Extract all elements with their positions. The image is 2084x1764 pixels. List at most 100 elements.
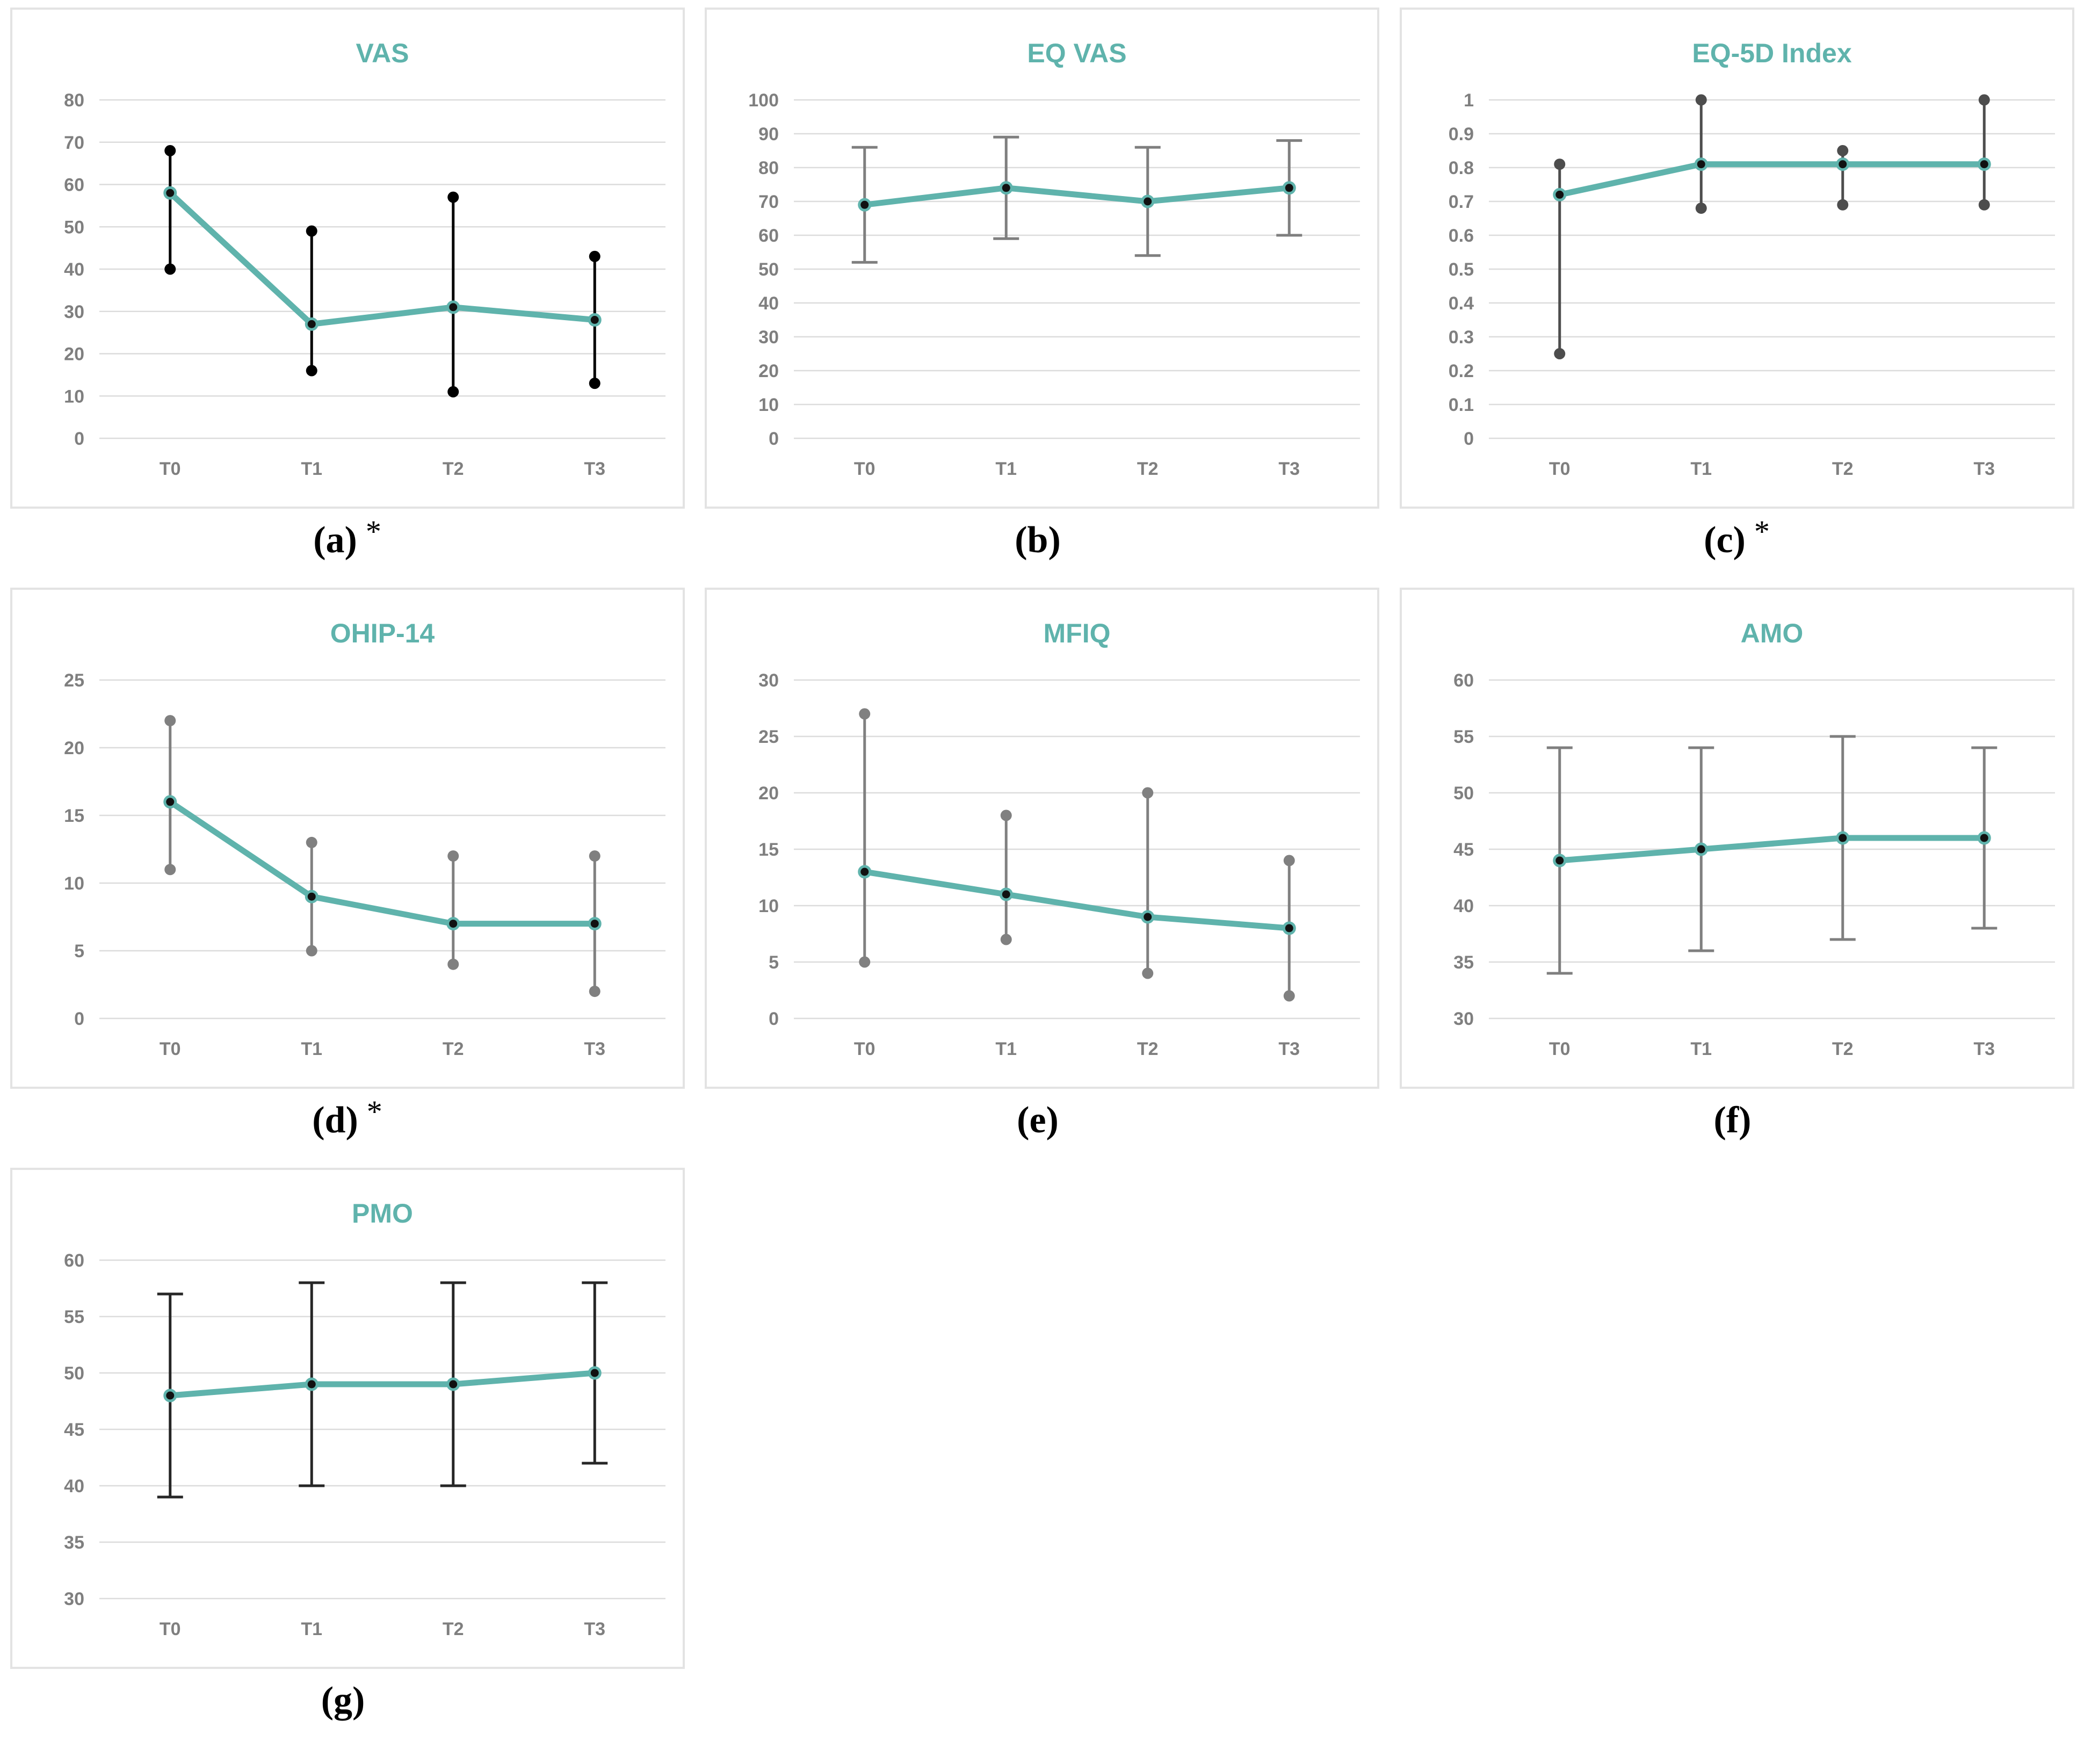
y-tick-label: 70 [758,192,779,212]
y-tick-label: 60 [64,175,84,196]
caption-g-letter: (g) [321,1680,365,1721]
error-dot-top [1695,94,1707,106]
y-tick-label: 20 [64,344,84,365]
x-tick-label: T2 [442,1619,464,1639]
caption-b-letter: (b) [1015,519,1061,561]
x-tick-label: T3 [584,1619,605,1639]
error-dot-top [589,250,600,262]
error-dot-top [447,850,459,862]
y-tick-label: 0.6 [1448,226,1473,246]
error-dot-top [859,708,871,720]
y-tick-label: 40 [1453,896,1474,916]
mfiq-line-chart: MFIQ 0 5 10 15 20 25 30 T0 T1 T2 T3 [758,618,1360,1059]
error-dot-bottom [447,958,459,970]
y-tick-label: 60 [1453,670,1474,691]
y-tick-label: 55 [64,1307,84,1327]
data-point [1694,842,1708,856]
data-point [1835,157,1849,171]
y-tick-label: 0.4 [1448,293,1473,314]
error-dot-bottom [1978,199,1990,211]
x-tick-label: T3 [1973,459,1995,479]
vas-chart-frame: VAS 0 10 20 30 40 50 60 70 80 T0 T1 T2 T3 [10,8,685,509]
data-point [1552,187,1566,201]
series-line [862,869,1292,931]
pmo-chart-frame: PMO 30 35 40 45 50 55 60 T0 T1 T2 T3 [10,1168,685,1669]
y-tick-label: 0 [1464,429,1474,449]
y-tick-label: 10 [758,395,779,415]
chart-title: EQ-5D Index [1692,38,1851,68]
error-dot-bottom [589,986,600,997]
y-tick-label: 40 [64,259,84,280]
eqvas-chart-frame: EQ VAS 0 10 20 30 40 50 60 70 80 90 100 T0 T1 T2 T3 [705,8,1379,509]
chart-title: MFIQ [1044,618,1111,648]
series-line [1556,161,1987,198]
y-tick-label: 0.2 [1448,361,1473,381]
caption-d-letter: (d) [312,1100,358,1141]
error-dot-bottom [164,263,176,275]
error-dot-top [164,145,176,156]
data-point [588,1366,602,1380]
data-point [588,313,602,327]
data-point [858,198,872,212]
error-dot-bottom [1000,934,1012,945]
data-point [1552,854,1566,867]
y-tick-label: 5 [74,941,84,961]
amo-line-chart: AMO 30 35 40 45 50 55 60 T0 T1 T2 T3 [1453,618,2055,1059]
chart-title: VAS [356,38,409,68]
caption-b: (b) [1015,509,1069,572]
data-point [163,186,177,200]
error-dot-bottom [859,956,871,968]
eq5d-line-chart: EQ-5D Index 0 0.1 0.2 0.3 0.4 0.5 0.6 0.7 0.8 0.9 1… [1448,38,2055,479]
data-point [1282,921,1296,935]
y-tick-label: 20 [758,361,779,381]
y-tick-label: 60 [64,1250,84,1271]
caption-c-asterisk: * [1754,514,1770,549]
caption-e-letter: (e) [1017,1100,1059,1141]
data-point [305,890,319,903]
x-tick-label: T3 [1278,1039,1300,1059]
y-tick-label: 0.8 [1448,158,1473,178]
x-tick-label: T0 [159,1619,180,1639]
error-dot-top [589,850,600,862]
data-point [858,865,872,879]
error-dot-top [164,715,176,727]
data-point [1977,157,1991,171]
data-point [1282,181,1296,195]
y-tick-label: 0 [74,429,84,449]
series-line [167,190,598,327]
data-point [999,181,1013,195]
chart-panel-eqvas: EQ VAS 0 10 20 30 40 50 60 70 80 90 100 T0 T1 T2 T3 (b) [694,0,1390,580]
series-line [167,1370,598,1399]
data-point [305,1377,319,1391]
data-point [1977,831,1991,845]
y-tick-label: 30 [64,1589,84,1609]
x-tick-label: T0 [159,1039,180,1059]
data-point [163,795,177,809]
y-tick-label: 100 [748,90,779,111]
y-tick-label: 30 [758,670,779,691]
x-tick-label: T1 [995,1039,1017,1059]
error-dot-bottom [1553,348,1565,359]
mfiq-chart-frame: MFIQ 0 5 10 15 20 25 30 T0 T1 T2 T3 [705,588,1379,1089]
y-tick-label: 25 [64,670,84,691]
y-tick-label: 0.9 [1448,124,1473,144]
y-tick-label: 50 [64,217,84,237]
error-dot-bottom [306,365,317,377]
y-tick-label: 40 [64,1476,84,1496]
y-tick-label: 10 [64,873,84,894]
x-tick-label: T0 [1548,1039,1570,1059]
x-tick-label: T1 [1690,459,1712,479]
y-tick-label: 80 [64,90,84,111]
vas-line-chart: VAS 0 10 20 30 40 50 60 70 80 T0 T1 T2 T3 [64,38,665,479]
ohip-line-chart: OHIP-14 0 5 10 15 20 25 T0 T1 T2 T3 [64,618,665,1059]
y-tick-label: 10 [64,386,84,407]
chart-panel-vas: VAS 0 10 20 30 40 50 60 70 80 T0 T1 T2 T3 (a) * [0,0,694,580]
empty-cell [1390,1160,2084,1764]
error-dot-bottom [1142,967,1154,979]
data-point [446,917,460,931]
chart-title: OHIP-14 [330,618,435,648]
caption-c-letter: (c) [1704,519,1746,561]
caption-a-asterisk: * [365,514,381,549]
error-dot-top [1283,855,1295,866]
